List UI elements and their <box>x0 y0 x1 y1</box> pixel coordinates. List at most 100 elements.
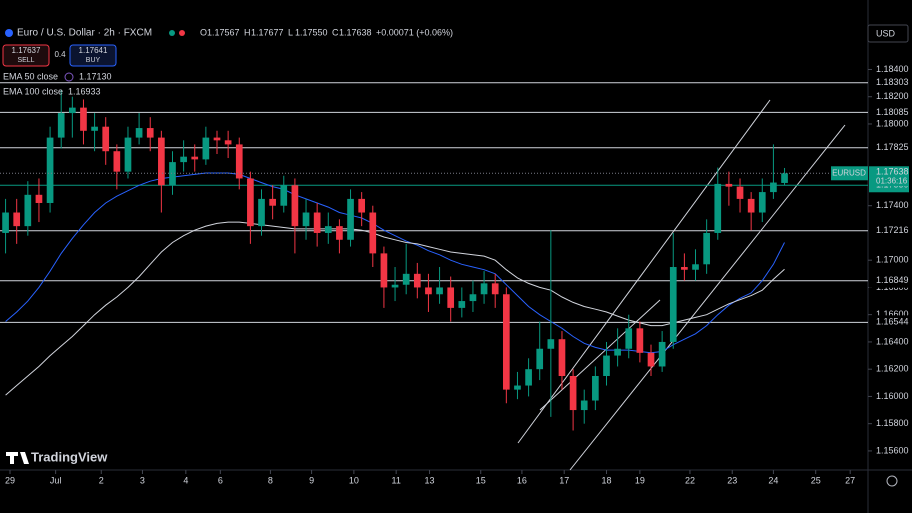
buy-price: 1.17641 <box>79 46 108 55</box>
y-tick-label: 1.18000 <box>876 118 909 128</box>
candle-body <box>758 192 766 213</box>
y-tick-label: 1.16400 <box>876 336 909 346</box>
sell-button[interactable] <box>2 44 50 67</box>
last-price-box <box>869 166 909 187</box>
candle-body <box>536 348 544 370</box>
x-tick-label: 17 <box>559 475 569 485</box>
candle-body <box>247 178 254 227</box>
candle-body <box>224 140 232 145</box>
candle-body <box>447 287 455 308</box>
candle-body <box>681 267 688 270</box>
status-dot <box>169 30 175 36</box>
candle-body <box>124 137 132 172</box>
candle-body <box>258 198 265 227</box>
x-tick-label: 2 <box>99 475 104 485</box>
candle-body <box>402 273 410 285</box>
candle-body <box>469 294 477 302</box>
spread: 0.4 <box>54 50 66 59</box>
currency: USD <box>876 28 896 38</box>
countdown: 01:36:16 <box>876 176 908 185</box>
candle-body <box>436 287 443 295</box>
change: +0.00071 (+0.06%) <box>376 27 453 37</box>
y-tick-label: 1.17400 <box>876 200 909 210</box>
x-tick-label: 11 <box>391 475 400 485</box>
x-tick-label: 3 <box>140 475 145 485</box>
candle-body <box>291 185 299 227</box>
buy-label: BUY <box>86 57 101 64</box>
level-label: 1.18085 <box>876 107 909 117</box>
x-tick-label: 27 <box>845 475 855 485</box>
currency-box[interactable] <box>867 24 909 43</box>
ohlc-value: 1.17550 <box>295 27 328 37</box>
legend-value: 1.16933 <box>68 86 101 96</box>
ohlc-key: O <box>200 27 207 37</box>
candle-body <box>480 283 488 295</box>
candle-body <box>313 212 321 233</box>
candle-body <box>714 183 722 233</box>
settings-icon[interactable] <box>886 475 898 487</box>
candle-body <box>647 352 655 367</box>
legend-value: 1.17130 <box>79 71 112 81</box>
candle-body <box>669 267 677 342</box>
x-tick-label: Jul <box>50 475 62 485</box>
candle-body <box>91 126 98 131</box>
candle-body <box>413 273 421 288</box>
candle-body <box>380 253 388 288</box>
candle-body <box>369 212 377 254</box>
candle-body <box>213 137 221 141</box>
candle-body <box>747 198 755 213</box>
candle-body <box>636 328 644 353</box>
level-label: 1.17216 <box>876 225 909 235</box>
candle-body <box>13 212 21 227</box>
candle-body <box>191 156 199 160</box>
y-tick-label: 1.16000 <box>876 391 909 401</box>
symbol-icon <box>5 29 13 37</box>
candle-body <box>725 183 733 187</box>
x-tick-label: 16 <box>517 475 527 485</box>
candle-body <box>169 162 176 186</box>
level-label-box <box>869 105 909 120</box>
level-label-box <box>869 223 909 238</box>
x-tick-label: 6 <box>218 475 223 485</box>
candle-body <box>180 156 187 163</box>
candle-body <box>569 376 577 411</box>
x-tick-label: 10 <box>349 475 359 485</box>
candle-body <box>770 182 777 193</box>
chart-title: Euro / U.S. Dollar · 2h · FXCM <box>17 28 152 39</box>
x-tick-label: 9 <box>309 475 314 485</box>
candle-body <box>491 283 499 295</box>
candle-body <box>391 284 399 288</box>
candle-body <box>525 369 532 386</box>
legend-name: EMA 50 close <box>3 71 58 81</box>
candle-body <box>57 113 65 138</box>
candle-body <box>692 264 699 270</box>
buy-button[interactable] <box>69 44 117 67</box>
candle-body <box>324 226 332 233</box>
x-tick-label: 23 <box>727 475 737 485</box>
brand: TradingView <box>31 449 108 464</box>
x-tick-label: 15 <box>476 475 486 485</box>
candle-body <box>514 385 521 390</box>
level-label-box <box>869 140 909 155</box>
candle-body <box>458 301 466 308</box>
candle-body <box>358 198 366 213</box>
candle-body <box>781 173 788 183</box>
candle-body <box>202 137 210 160</box>
ema-line <box>5 172 785 354</box>
candle-body <box>280 185 288 206</box>
candle-body <box>135 128 143 138</box>
ohlc-key: L <box>288 27 293 37</box>
ohlc-value: 1.17567 <box>207 27 240 37</box>
status-dot <box>179 30 185 36</box>
brand-logo <box>6 452 29 464</box>
level-label: 1.16544 <box>876 317 909 327</box>
legend-name: EMA 100 close <box>3 86 63 96</box>
ohlc-key: C <box>332 27 339 37</box>
sell-price: 1.17637 <box>12 46 41 55</box>
candle-body <box>558 339 566 376</box>
candle-body <box>592 376 599 401</box>
candle-body <box>113 151 121 172</box>
